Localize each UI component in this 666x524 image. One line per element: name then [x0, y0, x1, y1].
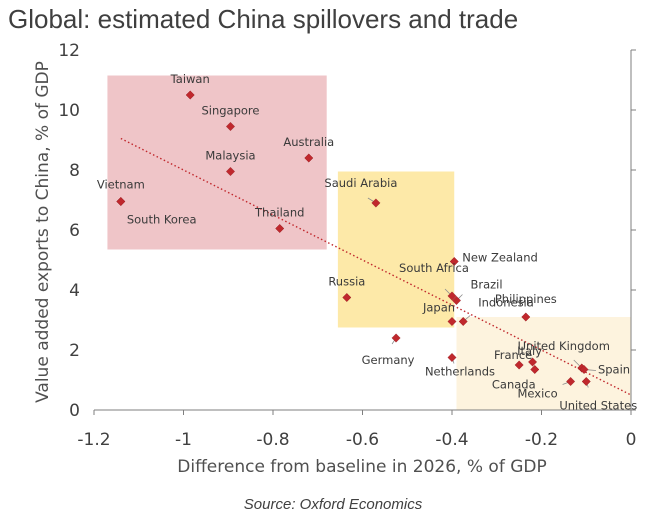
- point-marker-canada: [530, 365, 540, 374]
- y-tick-label: 8: [69, 161, 80, 181]
- point-label-indonesia: Indonesia: [478, 296, 534, 310]
- point-label-france: France: [494, 348, 532, 362]
- point-label-malaysia: Malaysia: [205, 149, 255, 163]
- point-marker-japan: [447, 317, 457, 326]
- point-marker-south-korea: [116, 197, 126, 206]
- point-label-south-africa: South Africa: [399, 261, 469, 275]
- y-tick-label: 0: [69, 401, 80, 421]
- point-marker-malaysia: [226, 167, 235, 176]
- point-label-philippines: Philippines: [495, 292, 557, 306]
- point-marker-united-states: [581, 377, 591, 386]
- point-label-netherlands: Netherlands: [425, 365, 495, 379]
- point-label-germany: Germany: [362, 353, 415, 367]
- point-marker-netherlands: [447, 353, 457, 362]
- point-marker-france: [514, 360, 524, 370]
- highlight-region-2: [337, 171, 455, 328]
- x-tick-label: -1.2: [77, 430, 110, 450]
- point-label-united-kingdom: United Kingdom: [518, 339, 610, 353]
- highlight-region-1: [107, 75, 327, 250]
- x-tick-label: -0.8: [256, 430, 289, 450]
- data-points: [116, 90, 591, 386]
- y-axis-title: Value added exports to China, % of GDP: [33, 61, 53, 403]
- point-marker-thailand: [275, 224, 285, 233]
- y-tick-label: 10: [58, 101, 80, 121]
- x-tick-label: 0: [626, 430, 637, 450]
- point-label-japan: Japan: [422, 301, 455, 315]
- point-marker-spain: [579, 365, 589, 374]
- source-note: Source: Oxford Economics: [243, 496, 423, 513]
- point-marker-taiwan: [185, 90, 195, 100]
- point-label-saudi-arabia: Saudi Arabia: [324, 176, 397, 190]
- x-tick-label: -1: [175, 430, 192, 450]
- point-labels: Taiwan Singapore Australia Malaysia Vietnam S…: [97, 72, 637, 413]
- x-tick-label: -0.2: [525, 430, 558, 450]
- chart-title: Global: estimated China spillovers and t…: [8, 4, 519, 34]
- point-marker-philippines: [521, 312, 531, 322]
- point-label-new-zealand: New Zealand: [462, 251, 538, 265]
- point-marker-australia: [304, 153, 314, 163]
- y-tick-label: 6: [69, 221, 80, 241]
- point-label-singapore: Singapore: [201, 104, 259, 118]
- point-marker-russia: [342, 293, 352, 302]
- point-marker-singapore: [226, 122, 235, 131]
- point-label-canada: Canada: [492, 378, 536, 392]
- y-tick-label: 2: [69, 341, 80, 361]
- point-label-thailand: Thailand: [254, 206, 304, 220]
- point-label-taiwan: Taiwan: [170, 72, 210, 86]
- point-marker-indonesia: [458, 317, 468, 326]
- point-marker-saudi-arabia: [371, 198, 381, 208]
- point-label-united-states: United States: [559, 399, 637, 413]
- y-tick-label: 12: [58, 41, 80, 61]
- point-marker-germany: [391, 333, 401, 343]
- point-label-australia: Australia: [283, 135, 334, 149]
- point-label-italy: Italy: [517, 344, 542, 358]
- point-label-brazil: Brazil: [470, 278, 502, 292]
- point-marker-brazil: [451, 296, 461, 305]
- point-label-russia: Russia: [328, 275, 365, 289]
- leader-line: [444, 288, 451, 295]
- x-tick-label: -0.4: [435, 430, 468, 450]
- highlight-region-3: [456, 317, 631, 410]
- point-label-vietnam: Vietnam: [97, 178, 145, 192]
- point-label-south-korea: South Korea: [127, 213, 197, 227]
- point-marker-italy: [528, 357, 538, 367]
- point-marker-mexico: [566, 377, 576, 386]
- point-marker-new-zealand: [449, 257, 459, 266]
- leader-line: [573, 359, 581, 367]
- x-tick-label: -0.6: [346, 430, 379, 450]
- point-label-spain: Spain: [598, 363, 630, 377]
- axes: -1.2 -1 -0.8 -0.6 -0.4 -0.2 0 0 2 4 6 8 10 12: [58, 41, 636, 450]
- point-marker-south-africa: [447, 291, 457, 301]
- y-tick-label: 4: [69, 281, 80, 301]
- highlight-regions: [107, 75, 631, 410]
- x-axis-title: Difference from baseline in 2026, % of G…: [177, 457, 546, 477]
- point-label-mexico: Mexico: [518, 387, 558, 401]
